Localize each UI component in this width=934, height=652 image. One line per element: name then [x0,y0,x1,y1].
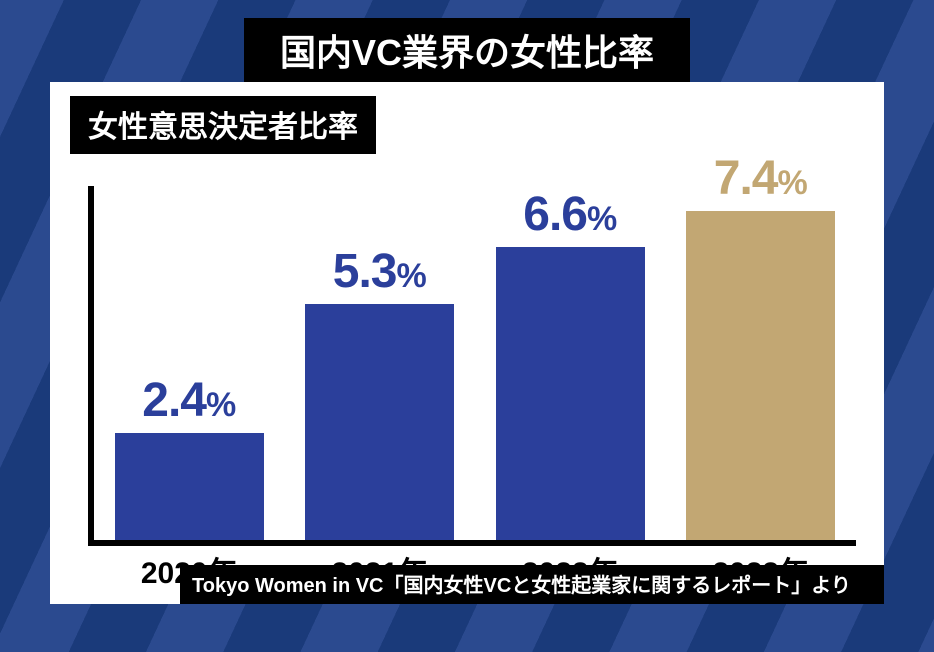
bar-value-label: 2.4% [94,377,285,425]
bar-value-label: 6.6% [475,191,666,239]
x-axis [88,540,856,546]
bar-value-label: 7.4% [666,155,857,203]
chart-panel: 女性意思決定者比率 2.4%5.3%6.6%7.4% 2020年2021年202… [50,82,884,604]
bar-chart: 2.4%5.3%6.6%7.4% [94,162,856,540]
bar [496,247,645,541]
bar [305,304,454,540]
chart-subtitle: 女性意思決定者比率 [70,96,376,154]
bar [686,211,835,540]
page-title: 国内VC業界の女性比率 [244,18,690,84]
stage: 国内VC業界の女性比率 女性意思決定者比率 2.4%5.3%6.6%7.4% 2… [0,0,934,652]
plot-area: 2.4%5.3%6.6%7.4% [94,162,856,540]
bar [115,433,264,540]
bar-value-label: 5.3% [285,248,476,296]
source-attribution: Tokyo Women in VC「国内女性VCと女性起業家に関するレポート」よ… [180,565,884,604]
